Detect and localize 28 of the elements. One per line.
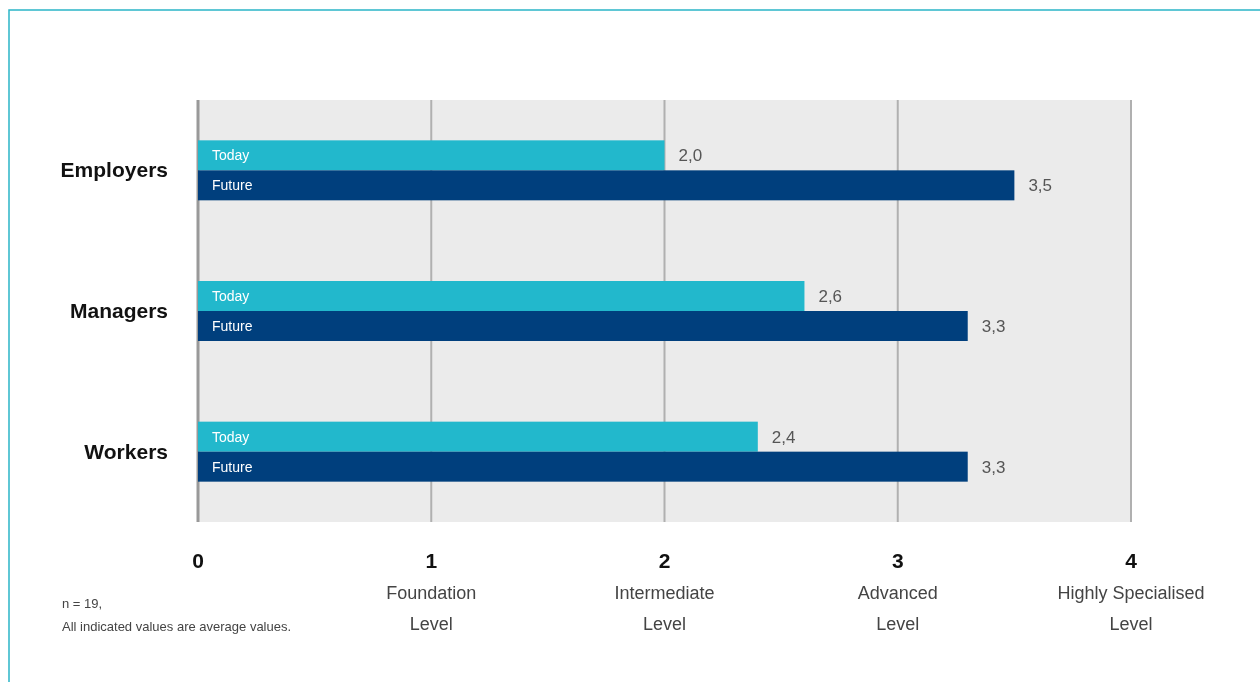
bar: [198, 140, 665, 171]
y-tick-label: Workers: [84, 439, 168, 463]
data-label: 3,3: [981, 317, 1006, 336]
y-tick-label: Managers: [69, 299, 168, 322]
bar: [198, 311, 968, 341]
data-label: 2,0: [678, 146, 703, 166]
bar: [198, 451, 968, 482]
x-tick-label: 3 Advanced Level: [857, 549, 938, 634]
y-tick-label: Employers: [60, 158, 168, 182]
x-tick-label: 0: [192, 549, 204, 572]
text: n = 19,: [62, 596, 103, 611]
data-label: 2,6: [818, 287, 843, 306]
data-label: 2,4: [771, 427, 796, 447]
bar: [198, 281, 805, 311]
data-label: 3,3: [981, 457, 1006, 477]
series-label: Future: [212, 177, 253, 194]
text: Today: [212, 288, 250, 304]
text: Future: [212, 318, 253, 334]
text: Future: [212, 458, 253, 475]
series-label: Today: [212, 147, 250, 164]
data-label: 3,5: [1028, 176, 1053, 196]
x-tick-label: 4 Highly Specialised Level: [1057, 549, 1205, 634]
text: Today: [212, 428, 250, 445]
bar: [198, 421, 758, 452]
bar: [198, 170, 1015, 201]
x-tick-label: 2 Intermediate Level: [614, 549, 715, 634]
text: All indicated values are average values.: [62, 619, 292, 634]
x-tick-label: 1 Foundation Level: [386, 549, 477, 634]
